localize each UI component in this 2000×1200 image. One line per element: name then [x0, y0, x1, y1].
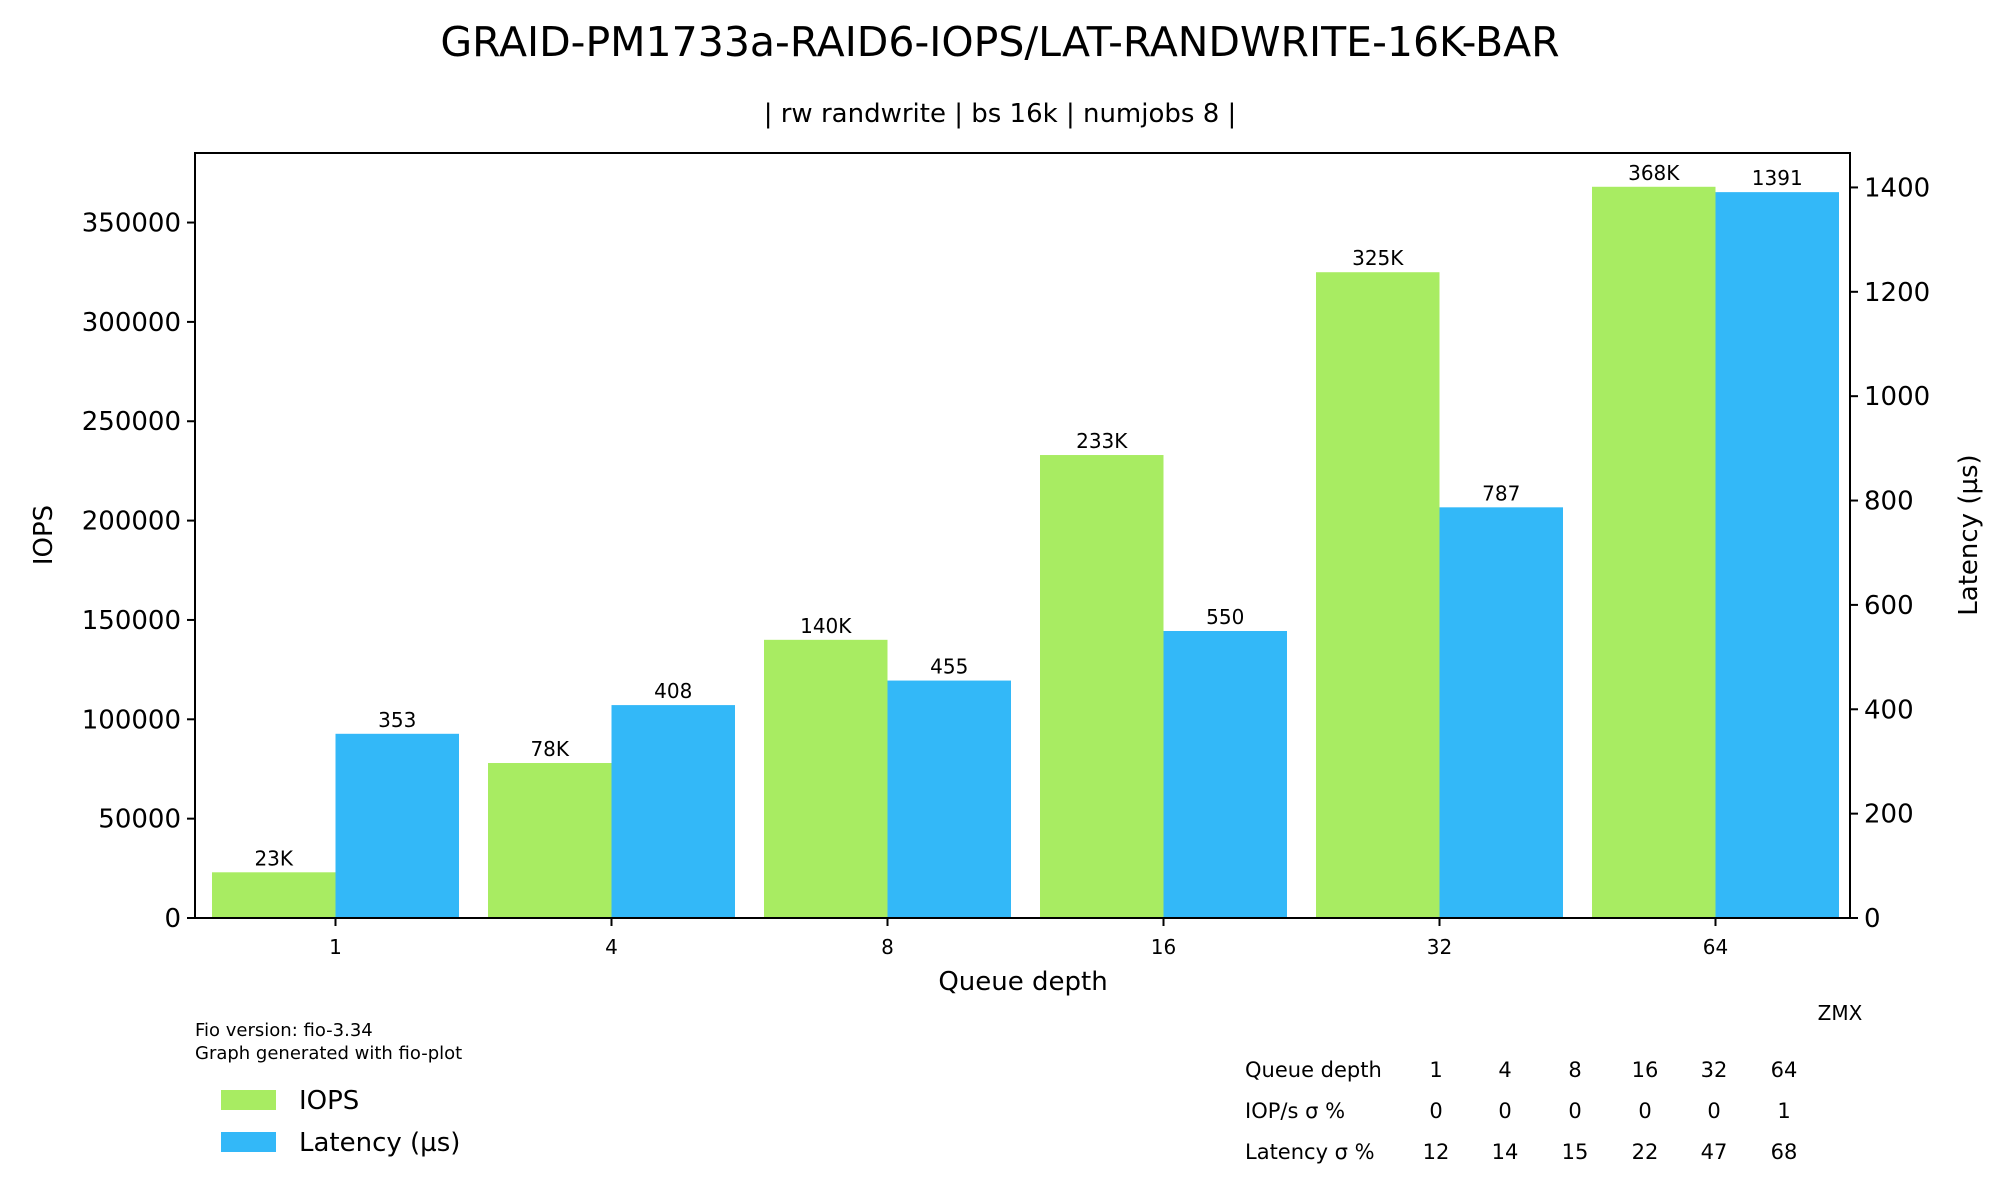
- legend-swatch-iops: [221, 1090, 276, 1110]
- iops-bar-label-qd-1: 23K: [254, 846, 293, 870]
- stats-cell: 14: [1492, 1140, 1519, 1164]
- legend-swatch-latency: [221, 1132, 276, 1152]
- stats-cell: 1: [1777, 1099, 1790, 1123]
- latency-bar-label-qd-1: 353: [378, 708, 416, 732]
- stats-cell: 0: [1429, 1099, 1442, 1123]
- iops-bar-label-qd-16: 233K: [1076, 429, 1128, 453]
- x-tick-label-64: 64: [1703, 935, 1728, 959]
- plot-frame: [194, 152, 1851, 919]
- stats-cell: 0: [1568, 1099, 1581, 1123]
- y-left-tick-label: 50000: [98, 805, 181, 835]
- stats-cell: 22: [1632, 1140, 1659, 1164]
- y-left-tick-label: 250000: [82, 407, 181, 437]
- stats-row-label: Queue depth: [1245, 1058, 1382, 1082]
- stats-cell: 47: [1701, 1140, 1728, 1164]
- latency-bar-qd-8: [887, 680, 1011, 918]
- iops-bar-label-qd-8: 140K: [800, 614, 852, 638]
- stats-cell: 15: [1562, 1140, 1589, 1164]
- iops-bar-qd-16: [1040, 455, 1164, 918]
- stats-row-label: Latency σ %: [1245, 1140, 1375, 1164]
- stats-cell: 32: [1701, 1058, 1728, 1082]
- chart-subtitle: | rw randwrite | bs 16k | numjobs 8 |: [764, 99, 1237, 129]
- stats-cell: 8: [1568, 1058, 1581, 1082]
- stats-cell: 68: [1771, 1140, 1798, 1164]
- iops-bar-qd-4: [488, 763, 612, 918]
- x-tick-label-1: 1: [329, 935, 342, 959]
- author-text: ZMX: [1818, 1001, 1863, 1025]
- y-axis-left: 0 50000 100000 150000 200000 250000 300000 3500…: [82, 209, 195, 934]
- stats-cell: 0: [1638, 1099, 1651, 1123]
- y-right-tick-label: 800: [1864, 487, 1914, 517]
- x-tick-label-32: 32: [1427, 935, 1452, 959]
- fio-version-text: Fio version: fio-3.34: [195, 1020, 373, 1041]
- y-left-tick-label: 350000: [82, 209, 181, 239]
- y-axis-left-label: IOPS: [29, 505, 59, 565]
- latency-bar-qd-16: [1163, 630, 1287, 918]
- iops-bar-qd-32: [1316, 272, 1440, 918]
- y-right-tick-label: 1000: [1864, 382, 1930, 412]
- x-axis: 1 4 8 16 32 64: [329, 918, 1728, 959]
- iops-bar-qd-1: [212, 872, 336, 918]
- latency-bar-qd-32: [1439, 507, 1563, 918]
- x-tick-label-4: 4: [605, 935, 618, 959]
- latency-bar-label-qd-16: 550: [1206, 605, 1244, 629]
- generated-with-text: Graph generated with fio-plot: [195, 1043, 462, 1064]
- latency-bar-qd-4: [611, 705, 735, 918]
- x-axis-label: Queue depth: [938, 967, 1107, 997]
- stats-cell: 0: [1498, 1099, 1511, 1123]
- y-right-tick-label: 400: [1864, 695, 1914, 725]
- stats-cell: 0: [1707, 1099, 1720, 1123]
- x-tick-label-16: 16: [1151, 935, 1176, 959]
- stats-cell: 64: [1771, 1058, 1798, 1082]
- y-axis-right: 0 200 400 600 800 1000 1200 1400: [1850, 173, 1930, 934]
- legend-label-iops: IOPS: [299, 1086, 359, 1116]
- iops-bar-label-qd-32: 325K: [1352, 246, 1404, 270]
- stats-cell: 12: [1423, 1140, 1450, 1164]
- bars-group: [212, 186, 1839, 919]
- iops-bar-label-qd-64: 368K: [1628, 161, 1680, 185]
- stats-row-label: IOP/s σ %: [1245, 1099, 1345, 1123]
- stats-cell: 16: [1632, 1058, 1659, 1082]
- y-left-tick-label: 200000: [82, 507, 181, 537]
- legend-label-latency: Latency (µs): [299, 1128, 460, 1158]
- stats-cell: 4: [1498, 1058, 1511, 1082]
- latency-bar-label-qd-32: 787: [1482, 481, 1520, 505]
- y-right-tick-label: 0: [1864, 904, 1881, 934]
- iops-bar-qd-64: [1592, 186, 1716, 918]
- legend: IOPS Latency (µs): [221, 1086, 460, 1158]
- bar-labels-group: 23K 353 78K 408 140K 455 233K 550 325K 787 368K 139…: [254, 161, 1802, 871]
- y-axis-right-label: Latency (µs): [1954, 454, 1984, 615]
- latency-bar-qd-1: [335, 733, 459, 918]
- y-right-tick-label: 1200: [1864, 278, 1930, 308]
- latency-bar-qd-64: [1715, 192, 1839, 919]
- y-left-tick-label: 0: [164, 904, 181, 934]
- latency-bar-label-qd-8: 455: [930, 655, 968, 679]
- y-right-tick-label: 600: [1864, 591, 1914, 621]
- y-left-tick-label: 300000: [82, 308, 181, 338]
- x-tick-label-8: 8: [881, 935, 894, 959]
- y-left-tick-label: 100000: [82, 705, 181, 735]
- y-left-tick-label: 150000: [82, 606, 181, 636]
- iops-bar-qd-8: [764, 639, 888, 918]
- latency-bar-label-qd-64: 1391: [1752, 166, 1803, 190]
- chart-title: GRAID-PM1733a-RAID6-IOPS/LAT-RANDWRITE-1…: [440, 18, 1559, 66]
- latency-bar-label-qd-4: 408: [654, 679, 692, 703]
- y-right-tick-label: 200: [1864, 800, 1914, 830]
- iops-bar-label-qd-4: 78K: [530, 737, 569, 761]
- y-right-tick-label: 1400: [1864, 173, 1930, 203]
- stats-cell: 1: [1429, 1058, 1442, 1082]
